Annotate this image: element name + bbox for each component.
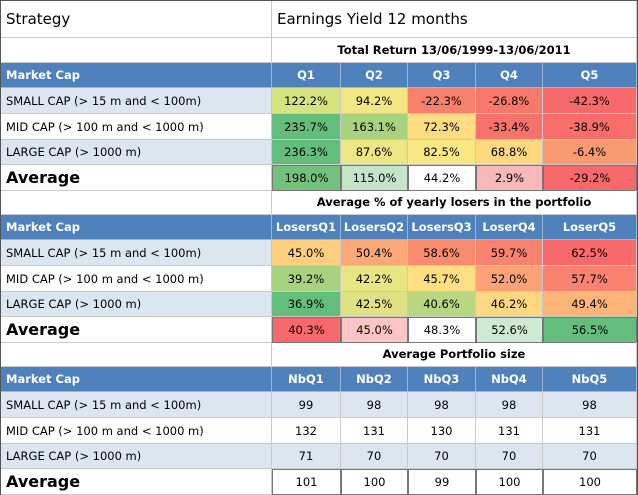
value-cell: 57.7% xyxy=(543,266,637,292)
value-cell: 70 xyxy=(408,444,476,469)
value-cell: 70 xyxy=(543,444,637,469)
section-title: Average % of yearly losers in the portfo… xyxy=(272,190,637,215)
column-header: NbQ5 xyxy=(543,367,637,392)
row-label: SMALL CAP (> 15 m and < 100m) xyxy=(1,240,272,266)
row-label: SMALL CAP (> 15 m and < 100m) xyxy=(1,88,272,114)
value-cell: 50.4% xyxy=(341,240,408,266)
row-label: MID CAP (> 100 m and < 1000 m) xyxy=(1,418,272,444)
value-cell: 58.6% xyxy=(408,240,476,266)
value-cell: 70 xyxy=(476,444,543,469)
value-cell: -29.2% xyxy=(543,165,637,191)
row-label: MID CAP (> 100 m and < 1000 m) xyxy=(1,114,272,140)
value-cell: 56.5% xyxy=(543,317,637,343)
value-cell: 98 xyxy=(476,392,543,418)
column-header: NbQ2 xyxy=(341,367,408,392)
value-cell: 94.2% xyxy=(341,88,408,114)
value-cell: -38.9% xyxy=(543,114,637,140)
value-cell: 62.5% xyxy=(543,240,637,266)
blank-cell xyxy=(1,190,272,215)
column-header: LosersQ1 xyxy=(272,215,341,240)
value-cell: 122.2% xyxy=(272,88,341,114)
row-label: LARGE CAP (> 1000 m) xyxy=(1,140,272,165)
row-label: LARGE CAP (> 1000 m) xyxy=(1,292,272,317)
value-cell: 42.5% xyxy=(341,292,408,317)
value-cell: 70 xyxy=(341,444,408,469)
average-label: Average xyxy=(1,469,272,495)
value-cell: -6.4% xyxy=(543,140,637,165)
value-cell: 131 xyxy=(543,418,637,444)
value-cell: 99 xyxy=(272,392,341,418)
value-cell: 198.0% xyxy=(272,165,341,191)
value-cell: 39.2% xyxy=(272,266,341,292)
column-header: LosersQ3 xyxy=(408,215,476,240)
value-cell: 40.6% xyxy=(408,292,476,317)
value-cell: 36.9% xyxy=(272,292,341,317)
column-header: LosersQ2 xyxy=(341,215,408,240)
value-cell: 45.0% xyxy=(272,240,341,266)
value-cell: 98 xyxy=(341,392,408,418)
value-cell: 98 xyxy=(408,392,476,418)
value-cell: 68.8% xyxy=(476,140,543,165)
value-cell: 52.6% xyxy=(476,317,543,343)
value-cell: 132 xyxy=(272,418,341,444)
value-cell: 48.3% xyxy=(408,317,476,343)
value-cell: 115.0% xyxy=(341,165,408,191)
value-cell: 87.6% xyxy=(341,140,408,165)
value-cell: 59.7% xyxy=(476,240,543,266)
column-header: Q4 xyxy=(476,63,543,88)
column-header: Q2 xyxy=(341,63,408,88)
column-header: NbQ1 xyxy=(272,367,341,392)
value-cell: 82.5% xyxy=(408,140,476,165)
value-cell: 40.3% xyxy=(272,317,341,343)
value-cell: -26.8% xyxy=(476,88,543,114)
average-label: Average xyxy=(1,165,272,191)
value-cell: 49.4% xyxy=(543,292,637,317)
column-header: Q1 xyxy=(272,63,341,88)
strategy-label: Strategy xyxy=(1,1,272,38)
value-cell: -33.4% xyxy=(476,114,543,140)
average-label: Average xyxy=(1,317,272,343)
value-cell: 131 xyxy=(341,418,408,444)
row-label: SMALL CAP (> 15 m and < 100m) xyxy=(1,392,272,418)
value-cell: 236.3% xyxy=(272,140,341,165)
value-cell: 100 xyxy=(543,469,637,495)
column-header: Market Cap xyxy=(1,215,272,240)
section-title: Total Return 13/06/1999-13/06/2011 xyxy=(272,38,637,63)
value-cell: 46.2% xyxy=(476,292,543,317)
column-header: Market Cap xyxy=(1,63,272,88)
value-cell: 99 xyxy=(408,469,476,495)
value-cell: 52.0% xyxy=(476,266,543,292)
blank-cell xyxy=(1,38,272,63)
value-cell: 42.2% xyxy=(341,266,408,292)
row-label: MID CAP (> 100 m and < 1000 m) xyxy=(1,266,272,292)
value-cell: 235.7% xyxy=(272,114,341,140)
column-header: NbQ4 xyxy=(476,367,543,392)
column-header: Market Cap xyxy=(1,367,272,392)
value-cell: 2.9% xyxy=(476,165,543,191)
value-cell: 131 xyxy=(476,418,543,444)
blank-cell xyxy=(1,342,272,367)
column-header: LoserQ4 xyxy=(476,215,543,240)
value-cell: 45.0% xyxy=(341,317,408,343)
value-cell: 100 xyxy=(476,469,543,495)
row-label: LARGE CAP (> 1000 m) xyxy=(1,444,272,469)
column-header: NbQ3 xyxy=(408,367,476,392)
value-cell: 72.3% xyxy=(408,114,476,140)
section-title: Average Portfolio size xyxy=(272,342,637,367)
column-header: LoserQ5 xyxy=(543,215,637,240)
value-cell: 101 xyxy=(272,469,341,495)
value-cell: 130 xyxy=(408,418,476,444)
value-cell: 163.1% xyxy=(341,114,408,140)
value-cell: 71 xyxy=(272,444,341,469)
column-header: Q5 xyxy=(543,63,637,88)
value-cell: -42.3% xyxy=(543,88,637,114)
value-cell: 100 xyxy=(341,469,408,495)
value-cell: -22.3% xyxy=(408,88,476,114)
table-title: Earnings Yield 12 months xyxy=(272,1,637,38)
value-cell: 45.7% xyxy=(408,266,476,292)
value-cell: 98 xyxy=(543,392,637,418)
column-header: Q3 xyxy=(408,63,476,88)
value-cell: 44.2% xyxy=(408,165,476,191)
